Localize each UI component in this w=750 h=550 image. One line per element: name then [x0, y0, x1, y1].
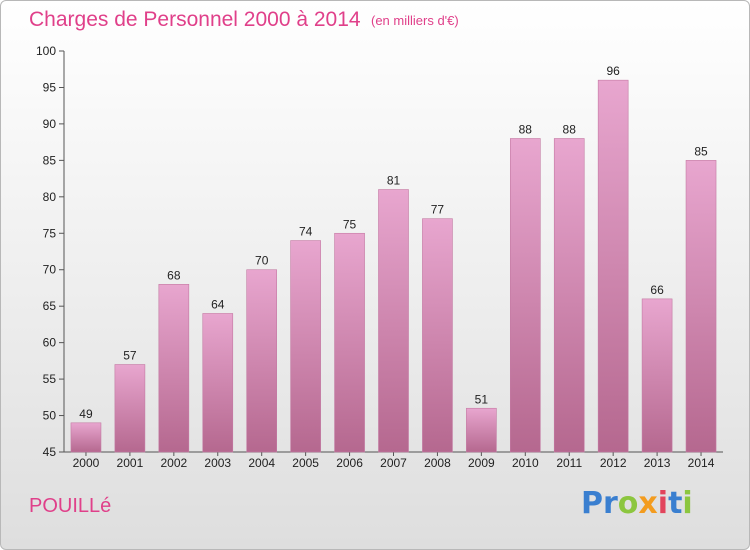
y-tick-label: 45 [43, 445, 57, 459]
x-tick-label: 2004 [248, 456, 275, 470]
chart-title: Charges de Personnel 2000 à 2014 [29, 8, 361, 31]
y-tick-label: 50 [43, 409, 57, 423]
x-tick-label: 2011 [556, 456, 582, 470]
data-label: 88 [519, 122, 533, 136]
y-tick-label: 90 [43, 117, 57, 131]
brand-letter: o [617, 486, 639, 521]
bar [378, 189, 409, 453]
data-label: 88 [563, 122, 577, 136]
data-label: 57 [123, 349, 137, 363]
data-label: 74 [299, 225, 313, 239]
bar [202, 313, 234, 453]
x-tick-label: 2000 [73, 456, 100, 470]
bar [466, 407, 497, 453]
x-tick-label: 2009 [468, 456, 495, 470]
bar [114, 364, 146, 453]
data-label: 68 [167, 268, 181, 282]
x-tick-label: 2014 [688, 456, 715, 470]
data-label: 96 [606, 64, 620, 78]
y-tick-label: 65 [43, 299, 57, 313]
brand-letter: r [603, 486, 618, 521]
x-tick-label: 2006 [336, 456, 363, 470]
x-tick-label: 2012 [600, 456, 627, 470]
x-tick-label: 2003 [204, 456, 231, 470]
y-tick-label: 80 [43, 190, 57, 204]
brand-letter: t [668, 486, 683, 521]
data-label: 85 [694, 144, 708, 158]
y-tick-label: 85 [43, 153, 57, 167]
x-tick-label: 2007 [380, 456, 407, 470]
bar [334, 232, 365, 453]
data-label: 81 [387, 174, 401, 188]
bar [158, 284, 190, 453]
x-tick-label: 2013 [644, 456, 671, 470]
bar [641, 298, 673, 453]
chart-subtitle: (en milliers d'€) [371, 13, 459, 28]
x-tick-label: 2001 [117, 456, 144, 470]
data-label: 70 [255, 254, 269, 268]
data-label: 66 [650, 283, 664, 297]
bar [422, 218, 453, 453]
y-tick-label: 100 [36, 44, 56, 58]
data-label: 77 [431, 203, 445, 217]
y-tick-label: 70 [43, 263, 57, 277]
x-tick-label: 2010 [512, 456, 539, 470]
data-label: 51 [475, 392, 489, 406]
bar [553, 138, 585, 453]
brand-letter: x [638, 486, 658, 521]
bar [290, 240, 321, 453]
bar [70, 422, 102, 453]
x-tick-label: 2005 [292, 456, 319, 470]
data-label: 64 [211, 297, 225, 311]
brand-letter: i [657, 486, 669, 521]
bar [246, 269, 277, 453]
y-tick-label: 95 [43, 80, 57, 94]
bar [685, 160, 717, 453]
brand-letter: P [581, 486, 603, 521]
y-tick-label: 75 [43, 226, 57, 240]
place-name: POUILLé [29, 495, 112, 517]
x-tick-label: 2002 [160, 456, 187, 470]
brand-letter: i [682, 486, 693, 521]
y-tick-label: 60 [43, 336, 57, 350]
y-tick-label: 55 [43, 372, 57, 386]
proxiti-logo: Proxiti [581, 486, 693, 521]
x-tick-label: 2008 [424, 456, 451, 470]
data-label: 49 [79, 407, 93, 421]
bar [597, 79, 629, 453]
data-label: 75 [343, 217, 357, 231]
bar [509, 138, 541, 453]
